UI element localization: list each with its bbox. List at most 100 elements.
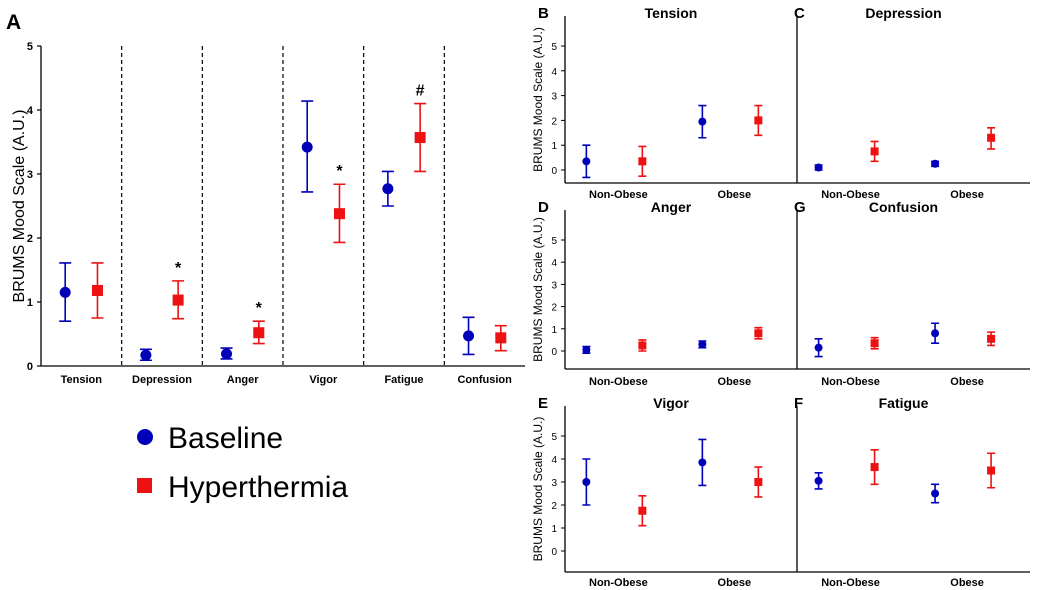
point-baseline-confusion bbox=[463, 330, 475, 342]
panels-obesity-subgroup: B Tension 0 1 2 3 4 5 BRUMS Mood Scale (A.U.) Non… bbox=[531, 5, 1030, 589]
point-baseline-obese bbox=[931, 329, 940, 338]
x-tick-label-obese: Obese bbox=[718, 376, 752, 388]
x-tick-label-non-obese: Non-Obese bbox=[589, 376, 648, 388]
panel-f-fatigue: F Fatigue Non-Obese Obese bbox=[794, 395, 1030, 589]
x-tick-label-obese: Obese bbox=[718, 189, 752, 201]
y-tick-label: 4 bbox=[27, 105, 34, 117]
point-hyperthermia-anger bbox=[253, 327, 265, 339]
panel-a-overall-chart: A 0 1 2 3 4 5 BRUMS Mood Scale (A.U.) Tension Dep… bbox=[6, 11, 525, 386]
y-tick-label: 2 bbox=[551, 116, 557, 127]
y-tick-label: 0 bbox=[551, 347, 557, 358]
y-tick-label: 0 bbox=[551, 166, 557, 177]
x-tick-label-non-obese: Non-Obese bbox=[589, 189, 648, 201]
y-tick-label: 4 bbox=[551, 258, 557, 269]
y-tick-label: 1 bbox=[27, 297, 33, 309]
panel-label: B bbox=[538, 5, 549, 22]
panel-title: Depression bbox=[865, 5, 941, 21]
point-baseline-non-obese bbox=[814, 163, 823, 172]
point-hyperthermia-tension bbox=[91, 284, 103, 296]
y-tick-label: 2 bbox=[27, 233, 33, 245]
panel-c-depression: C Depression Non-Obese Obese bbox=[794, 5, 1030, 201]
x-tick-label-non-obese: Non-Obese bbox=[821, 376, 880, 388]
y-tick-label: 1 bbox=[551, 141, 557, 152]
y-tick-label: 3 bbox=[551, 92, 557, 103]
point-baseline-fatigue bbox=[382, 183, 394, 195]
significance-marker-fatigue: # bbox=[416, 83, 425, 100]
point-hyperthermia-non-obese bbox=[870, 463, 879, 472]
point-baseline-non-obese bbox=[582, 157, 591, 166]
point-hyperthermia-obese bbox=[987, 133, 996, 142]
panel-g-confusion: G Confusion Non-Obese Obese bbox=[794, 199, 1030, 388]
y-tick-label: 1 bbox=[551, 524, 557, 535]
y-tick-label: 5 bbox=[27, 41, 33, 53]
y-tick-label: 0 bbox=[551, 547, 557, 558]
legend-hyperthermia-label: Hyperthermia bbox=[168, 471, 348, 504]
x-tick-label-obese: Obese bbox=[950, 376, 984, 388]
x-tick-label-obese: Obese bbox=[718, 577, 752, 589]
point-hyperthermia-obese bbox=[754, 116, 763, 125]
point-hyperthermia-vigor bbox=[333, 208, 345, 220]
x-tick-label-non-obese: Non-Obese bbox=[821, 577, 880, 589]
legend-hyperthermia-marker bbox=[137, 478, 152, 493]
y-tick-label: 3 bbox=[551, 478, 557, 489]
x-tick-label-anger: Anger bbox=[227, 374, 260, 386]
point-hyperthermia-obese bbox=[754, 329, 763, 338]
y-tick-label: 3 bbox=[27, 169, 33, 181]
y-tick-label: 1 bbox=[551, 325, 557, 336]
panel-title: Confusion bbox=[869, 199, 938, 215]
significance-marker-anger: * bbox=[256, 300, 263, 317]
panel-title: Anger bbox=[651, 199, 692, 215]
legend: Baseline Hyperthermia bbox=[137, 422, 348, 504]
x-tick-label-non-obese: Non-Obese bbox=[589, 577, 648, 589]
point-baseline-tension bbox=[59, 286, 71, 298]
panel-d-anger: D Anger 0 1 2 3 4 5 BRUMS Mood Scale (A.U.) Non-O… bbox=[531, 199, 797, 388]
y-tick-label: 3 bbox=[551, 280, 557, 291]
panel-label: F bbox=[794, 395, 803, 412]
y-tick-label: 2 bbox=[551, 303, 557, 314]
point-baseline-non-obese bbox=[582, 478, 591, 486]
panel-title: Fatigue bbox=[879, 395, 929, 411]
point-baseline-non-obese bbox=[814, 343, 823, 352]
point-baseline-obese bbox=[931, 159, 940, 168]
significance-marker-vigor: * bbox=[336, 163, 343, 180]
point-hyperthermia-obese bbox=[987, 334, 996, 343]
point-baseline-vigor bbox=[301, 141, 313, 153]
panel-label: D bbox=[538, 199, 549, 216]
point-hyperthermia-confusion bbox=[495, 332, 507, 344]
point-baseline-anger bbox=[221, 348, 233, 360]
y-tick-label: 5 bbox=[551, 42, 557, 53]
x-tick-label-obese: Obese bbox=[950, 189, 984, 201]
point-hyperthermia-non-obese bbox=[870, 147, 879, 156]
panel-label: E bbox=[538, 395, 548, 412]
point-hyperthermia-non-obese bbox=[870, 339, 879, 348]
panel-title: Vigor bbox=[653, 395, 689, 411]
x-tick-label-non-obese: Non-Obese bbox=[821, 189, 880, 201]
point-baseline-obese bbox=[931, 489, 940, 498]
point-baseline-obese bbox=[698, 340, 707, 349]
point-hyperthermia-non-obese bbox=[638, 157, 647, 166]
x-tick-label-fatigue: Fatigue bbox=[384, 374, 423, 386]
x-tick-label-depression: Depression bbox=[132, 374, 192, 386]
y-axis-label: BRUMS Mood Scale (A.U.) bbox=[11, 110, 28, 303]
point-baseline-non-obese bbox=[582, 345, 591, 354]
point-baseline-obese bbox=[698, 458, 707, 467]
point-hyperthermia-depression bbox=[172, 294, 184, 306]
y-tick-label: 4 bbox=[551, 455, 557, 466]
x-tick-label-tension: Tension bbox=[61, 374, 103, 386]
point-baseline-non-obese bbox=[814, 476, 823, 485]
point-baseline-obese bbox=[698, 117, 707, 126]
y-axis-label: BRUMS Mood Scale (A.U.) bbox=[531, 217, 545, 362]
panel-label: A bbox=[6, 11, 21, 34]
panel-b-tension: B Tension 0 1 2 3 4 5 BRUMS Mood Scale (A.U.) Non… bbox=[531, 5, 797, 201]
legend-baseline-marker bbox=[137, 429, 153, 445]
y-tick-label: 4 bbox=[551, 67, 557, 78]
x-tick-label-obese: Obese bbox=[950, 577, 984, 589]
point-hyperthermia-non-obese bbox=[638, 506, 647, 515]
panel-e-vigor: E Vigor 0 1 2 3 4 5 BRUMS Mood Scale (A.U.) Non-O… bbox=[531, 395, 797, 589]
y-axis-label: BRUMS Mood Scale (A.U.) bbox=[531, 27, 545, 172]
panel-label: G bbox=[794, 199, 806, 216]
y-tick-label: 2 bbox=[551, 501, 557, 512]
y-tick-label: 5 bbox=[551, 236, 557, 247]
x-tick-label-confusion: Confusion bbox=[457, 374, 512, 386]
